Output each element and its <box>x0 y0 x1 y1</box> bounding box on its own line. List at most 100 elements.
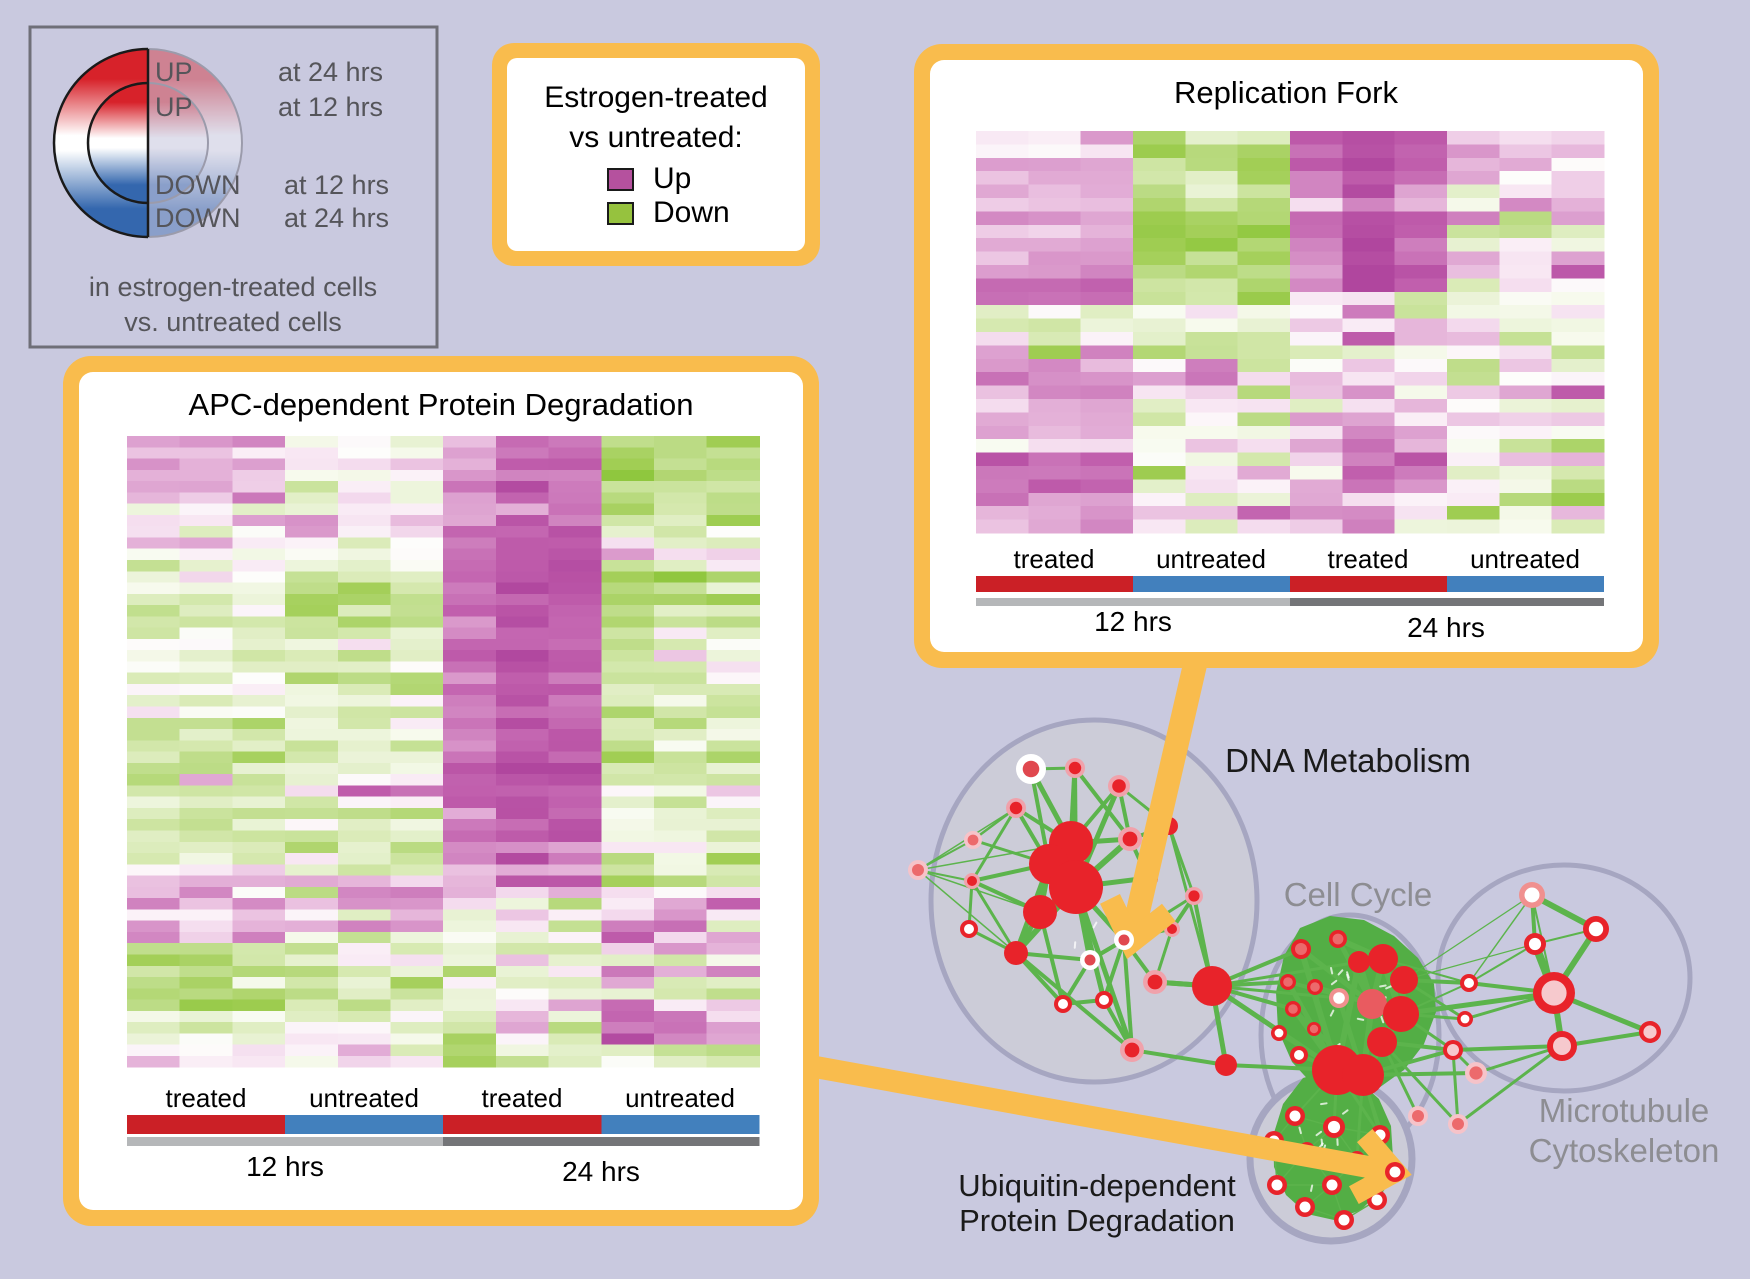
heatmap-cell <box>1551 198 1605 212</box>
heatmap-cell <box>232 514 286 527</box>
heatmap-cell <box>390 751 444 764</box>
heatmap-cell <box>179 436 233 448</box>
gene-node <box>1058 999 1068 1009</box>
heatmap-cell <box>1185 238 1239 252</box>
heatmap-cell <box>179 593 233 606</box>
heatmap-cell <box>127 853 181 865</box>
heatmap-cell <box>285 605 339 617</box>
heatmap-cell <box>232 582 286 595</box>
heatmap-cell <box>601 931 655 944</box>
heatmap-cell <box>337 616 391 628</box>
heatmap-cell <box>179 988 233 1000</box>
heatmap-cell <box>232 1022 286 1034</box>
heatmap-cell <box>1237 399 1291 413</box>
heatmap-cell <box>976 278 1029 293</box>
heatmap-cell <box>706 661 760 674</box>
heatmap-cell <box>337 683 391 696</box>
heatmap-cell <box>232 548 286 561</box>
gene-node <box>1023 895 1057 929</box>
heatmap-cell <box>654 1022 708 1034</box>
heatmap-cell <box>1133 265 1186 279</box>
heatmap-cell <box>179 627 233 640</box>
heatmap-cell <box>1394 412 1448 427</box>
heatmap-cell <box>443 807 497 820</box>
gene-node <box>1310 982 1320 992</box>
heatmap-cell <box>1237 171 1291 185</box>
heatmap-cell <box>548 469 602 482</box>
heatmap-cell <box>495 616 549 628</box>
heatmap-cell <box>548 864 602 876</box>
heatmap-cell <box>654 807 708 820</box>
network-edge <box>1211 960 1360 988</box>
network-edge <box>970 807 1018 882</box>
heatmap-cell <box>601 627 655 640</box>
heatmap-cell <box>390 481 444 493</box>
heatmap-cell <box>337 447 391 459</box>
heatmap-cell <box>127 1010 181 1023</box>
heatmap-cell <box>706 819 760 831</box>
gene-node <box>1452 1118 1464 1130</box>
heatmap-cell <box>337 593 391 606</box>
heatmap-cell <box>976 211 1029 226</box>
legend-label-down: Down <box>653 196 730 229</box>
heatmap-cell <box>179 458 233 471</box>
heatmap-cell <box>127 548 181 561</box>
heatmap-cell <box>601 503 655 516</box>
heatmap-cell <box>1394 157 1448 172</box>
heatmap-cell <box>1133 171 1186 185</box>
heatmap-cell <box>337 853 391 865</box>
heatmap-cell <box>179 1010 233 1023</box>
heatmap-cell <box>1499 251 1553 266</box>
heatmap-cell <box>1342 519 1396 534</box>
heatmap-cell <box>127 695 181 707</box>
heatmap-cell <box>127 526 181 538</box>
heatmap-cell <box>495 537 549 550</box>
heatmap-cell <box>706 503 760 516</box>
heatmap-cell <box>443 593 497 606</box>
heatmap-cell <box>337 920 391 933</box>
heatmap-cell <box>1447 305 1500 319</box>
gene-node <box>1167 924 1177 934</box>
heatmap-cell <box>654 920 708 933</box>
heatmap-cell <box>654 627 708 640</box>
edge-speckle <box>1337 969 1344 976</box>
heatmap-cell <box>1028 171 1082 185</box>
heatmap-cell <box>548 762 602 775</box>
heatmap-cell <box>1080 506 1134 520</box>
heatmap-cell <box>337 436 391 448</box>
network-edge <box>1131 1048 1227 1067</box>
heatmap-cell <box>443 526 497 538</box>
network-edge <box>1380 1040 1460 1126</box>
heatmap-cell <box>443 729 497 741</box>
heatmap-cell <box>654 695 708 707</box>
heatmap-cell <box>706 514 760 527</box>
heatmap-cell <box>179 740 233 752</box>
heatmap-cell <box>1551 224 1605 239</box>
heatmap-cell <box>232 469 286 482</box>
heatmap-cell <box>495 898 549 910</box>
heatmap-cell <box>548 616 602 628</box>
inner-ring-right <box>148 82 209 204</box>
heatmap-cell <box>127 830 181 843</box>
heatmap-cell <box>601 1044 655 1057</box>
heatmap-cell <box>548 503 602 516</box>
heatmap-cell <box>443 447 497 459</box>
heatmap-cell <box>1342 238 1396 252</box>
heatmap-cell <box>548 898 602 910</box>
heatmap-cell <box>337 965 391 978</box>
heatmap-cell <box>1394 385 1448 400</box>
callout-arrow-shaft <box>808 1055 1383 1181</box>
heatmap-cell <box>1133 278 1186 293</box>
heatmap-cell <box>601 537 655 550</box>
heatmap-cell <box>1185 305 1239 319</box>
heatmap-cell <box>1185 466 1239 480</box>
heatmap-cell <box>127 988 181 1000</box>
heatmap-cell <box>548 605 602 617</box>
heatmap-cell <box>1551 345 1605 360</box>
heatmap-cell <box>1499 492 1553 507</box>
heatmap-cell <box>601 774 655 786</box>
heatmap-cell <box>1133 479 1186 494</box>
heatmap-cell <box>654 1044 708 1057</box>
heatmap-cell <box>443 650 497 662</box>
heatmap-cell <box>337 886 391 899</box>
